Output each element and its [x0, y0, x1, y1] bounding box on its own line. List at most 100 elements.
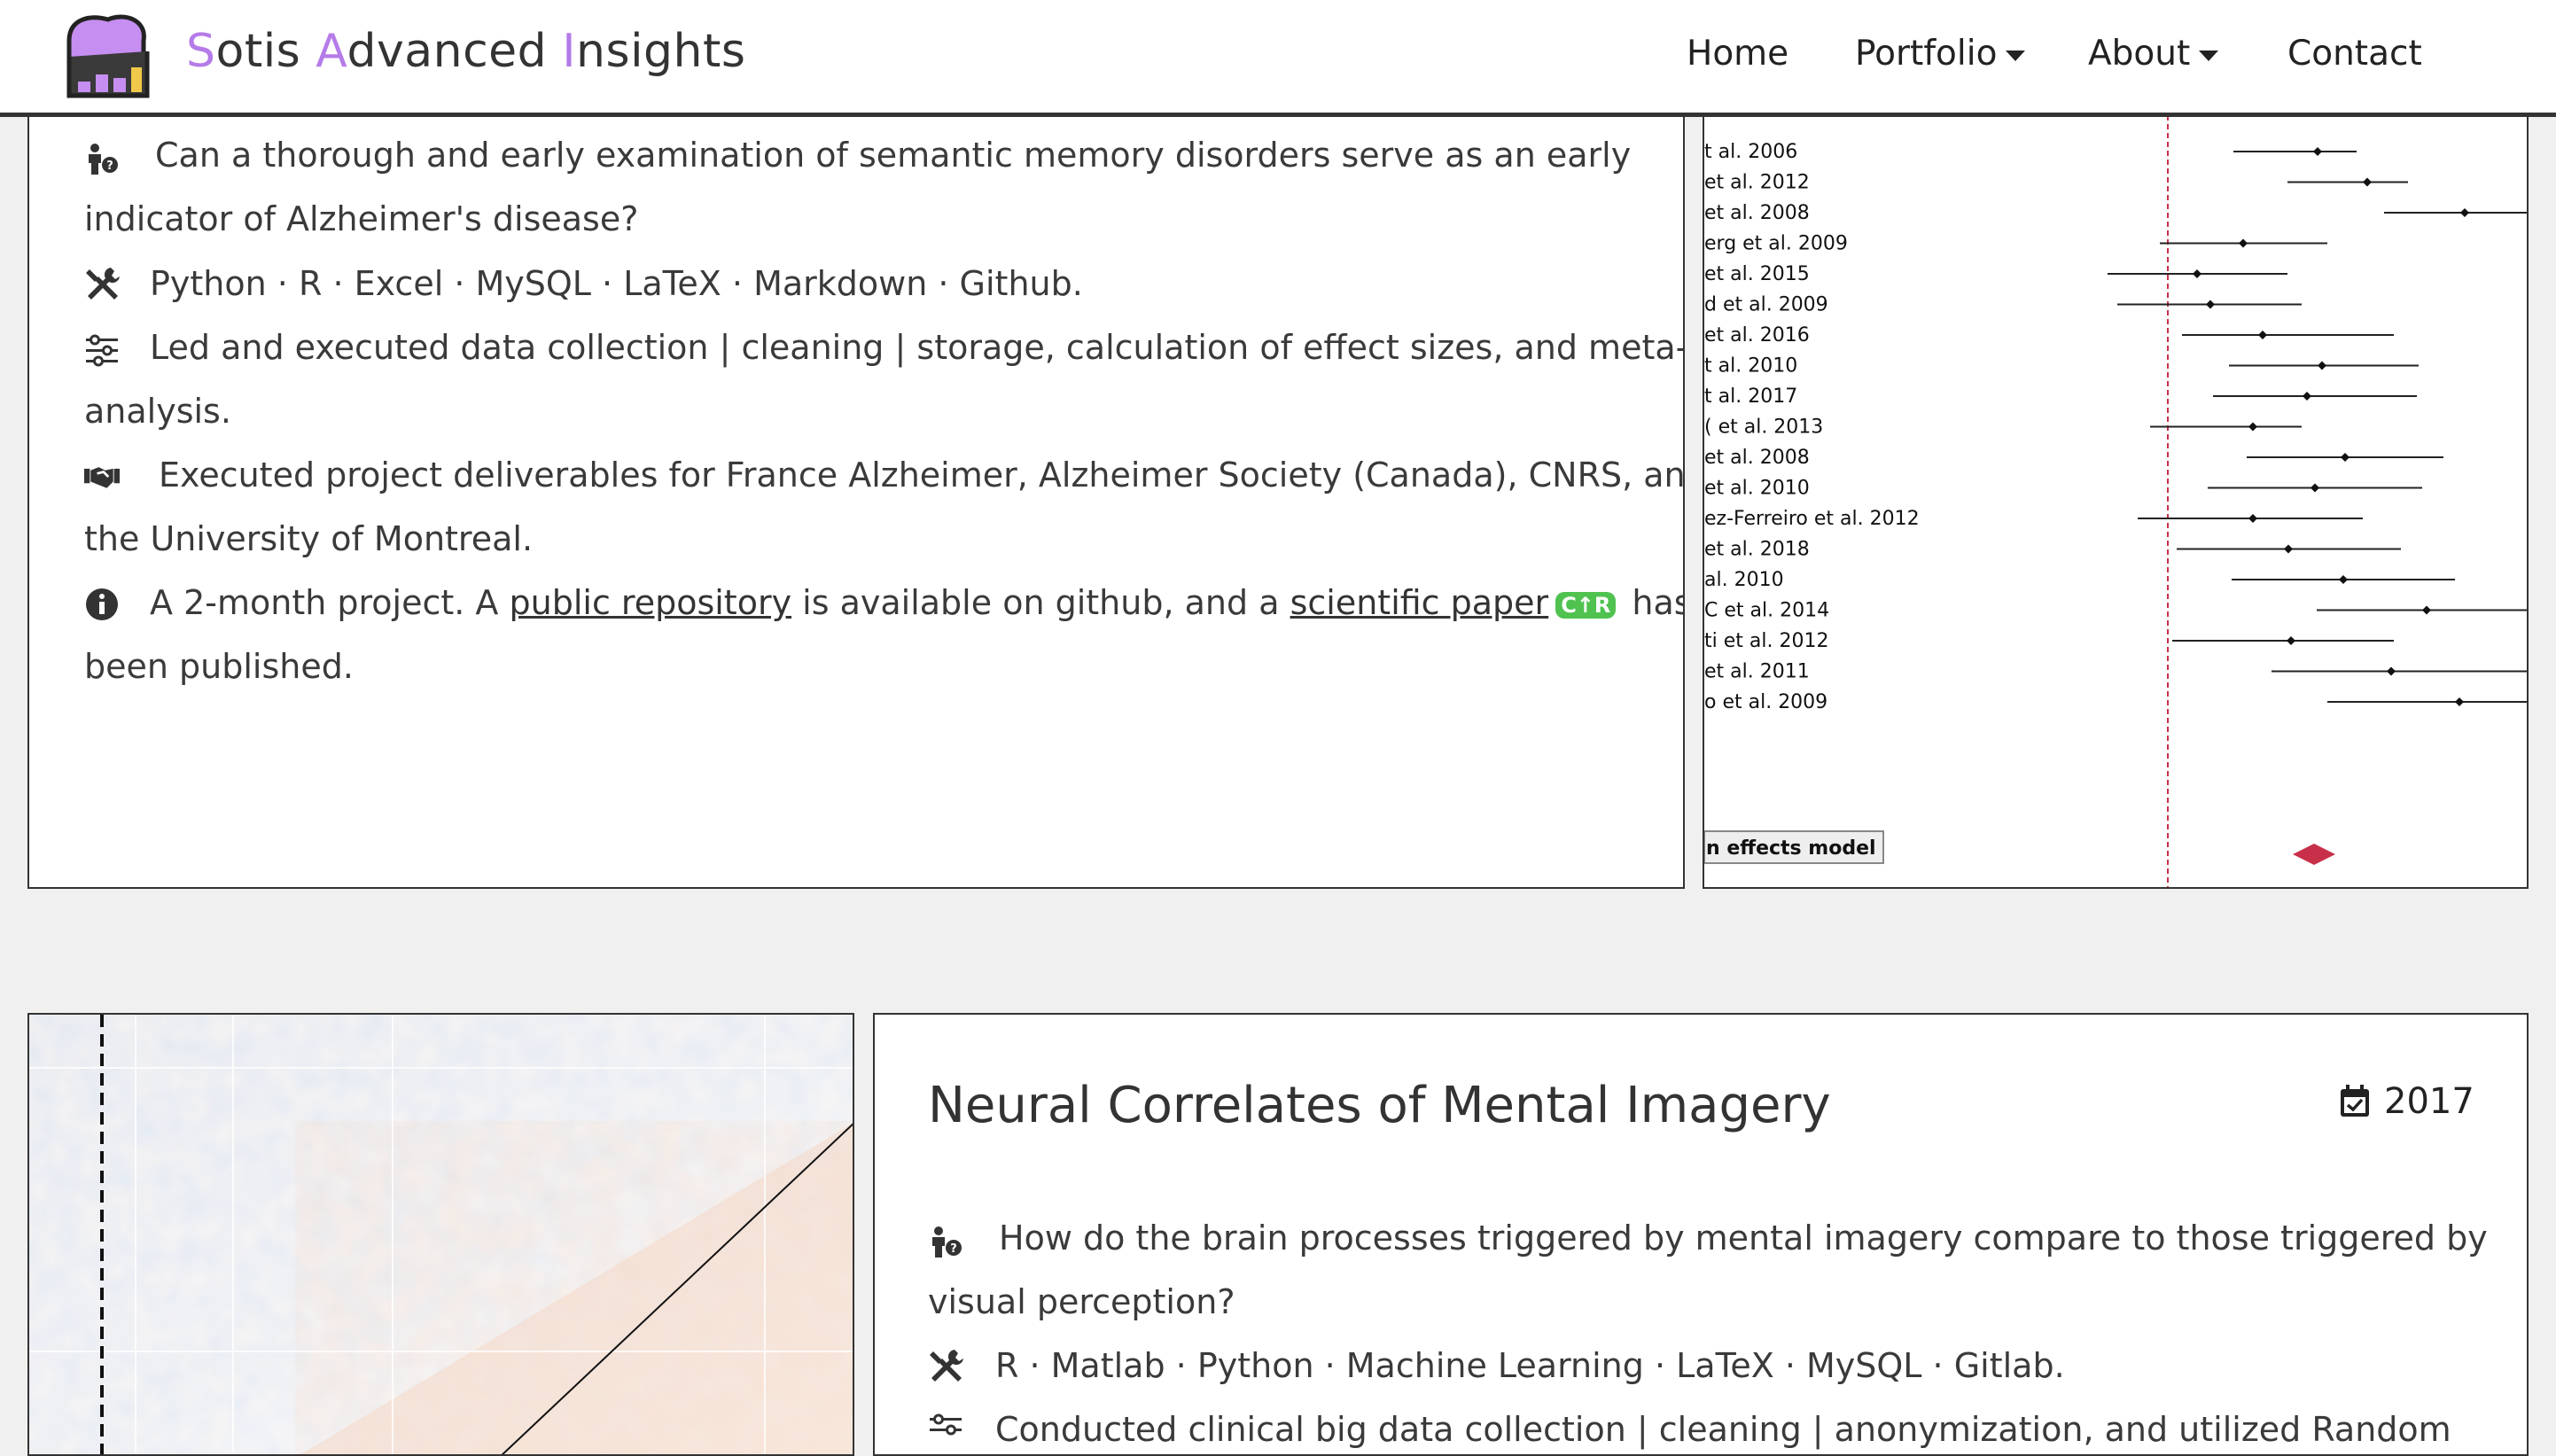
info-text-a: A 2-month project. A: [150, 583, 510, 622]
study-label: et al. 2015: [1704, 263, 1810, 285]
study-label: et al. 2018: [1704, 539, 1810, 561]
study-label: erg et al. 2009: [1704, 233, 1848, 255]
site-header: Sotis Advanced Insights Home Portfolio A…: [0, 0, 2556, 117]
question-text-line2: indicator of Alzheimer's disease?: [84, 199, 639, 238]
study-label: d et al. 2009: [1704, 294, 1828, 316]
study-label: et al. 2012: [1704, 172, 1810, 194]
tasks-text-line2: analysis.: [84, 392, 231, 431]
clients-text-line1: Executed project deliverables for France…: [159, 455, 1685, 494]
brand-letter-s: S: [186, 25, 216, 78]
effect-point: [2341, 453, 2349, 462]
nav-about-label: About: [2088, 34, 2191, 74]
brand-text-3: nsights: [576, 25, 746, 78]
info-text-b: is available on github, and a: [791, 583, 1290, 622]
study-label: ti et al. 2012: [1704, 630, 1828, 652]
effect-point: [2248, 422, 2257, 432]
sliders-icon: [86, 334, 118, 367]
diagonal-line: [501, 1123, 853, 1454]
forest-plot: t al. 2006 et al. 2012 et al. 2008 erg et a…: [1704, 106, 2527, 887]
brand-name[interactable]: Sotis Advanced Insights: [186, 25, 746, 78]
project-year: 2017: [2384, 1081, 2474, 1122]
study-label: o et al. 2009: [1704, 691, 1827, 713]
study-label: ez-Ferreiro et al. 2012: [1704, 508, 1920, 530]
forest-plot-figure: t al. 2006 et al. 2012 et al. 2008 erg et a…: [1703, 106, 2529, 889]
study-label: et al. 2011: [1704, 661, 1810, 683]
caret-down-icon: [2199, 50, 2219, 61]
project-card-alzheimer: ? Can a thorough and early examination o…: [27, 106, 1685, 889]
nav-portfolio[interactable]: Portfolio: [1855, 34, 2026, 74]
scientific-paper-link[interactable]: scientific paper: [1290, 583, 1549, 622]
effect-point: [2387, 666, 2396, 676]
study-label: t al. 2006: [1704, 141, 1797, 163]
svg-text:?: ?: [950, 1242, 957, 1256]
tools-icon: [86, 268, 120, 300]
summary-diamond: [2293, 844, 2335, 865]
effect-point: [2193, 269, 2201, 278]
project-title: Neural Correlates of Mental Imagery: [928, 1077, 1831, 1134]
sliders-icon: [930, 1413, 962, 1436]
effect-point: [2313, 147, 2322, 156]
brand-text-2: dvanced: [347, 25, 563, 78]
public-repository-link[interactable]: public repository: [509, 583, 792, 622]
study-label: t al. 2017: [1704, 385, 1797, 408]
logo-icon[interactable]: [62, 11, 154, 103]
nav-home[interactable]: Home: [1687, 34, 1788, 74]
effect-point: [2318, 361, 2326, 370]
info-text-c: has: [1632, 583, 1683, 622]
study-label: al. 2010: [1704, 569, 1784, 591]
correlation-matrix-figure: [27, 1013, 854, 1456]
study-label: et al. 2008: [1704, 447, 1810, 469]
info-icon: [86, 588, 118, 620]
effect-point: [2287, 636, 2295, 645]
nav-about[interactable]: About: [2088, 34, 2219, 74]
tools-text: Python · R · Excel · MySQL · LaTeX · Mar…: [150, 264, 1083, 303]
question-text-line1: Can a thorough and early examination of …: [155, 136, 1632, 175]
info-text-line1: A 2-month project. A public repository i…: [150, 583, 1683, 622]
brand-letter-i: I: [562, 25, 577, 78]
info-text-line2: been published.: [84, 647, 354, 686]
model-label: n effects model: [1706, 837, 1876, 860]
tools-text: R · Matlab · Python · Machine Learning ·…: [995, 1346, 2065, 1385]
caret-down-icon: [2006, 50, 2026, 61]
person-question-icon: ?: [932, 1226, 962, 1257]
effect-point: [2422, 605, 2431, 615]
effect-point: [2311, 483, 2319, 493]
nav-contact[interactable]: Contact: [2287, 34, 2422, 74]
study-label: et al. 2008: [1704, 202, 1810, 224]
effect-point: [2206, 300, 2215, 309]
study-label: et al. 2010: [1704, 478, 1810, 500]
question-text-line1: How do the brain processes triggered by …: [999, 1219, 2488, 1257]
effect-point: [2248, 514, 2257, 523]
effect-point: [2339, 575, 2348, 584]
svg-text:?: ?: [106, 160, 113, 173]
brand-letter-a: A: [316, 25, 347, 78]
calendar-icon: [2341, 1085, 2369, 1117]
tasks-text-line1: Conducted clinical big data collection |…: [995, 1410, 2451, 1449]
effect-point: [2363, 177, 2372, 187]
handshake-icon: [84, 467, 120, 488]
cr-badge-icon: C↑R: [1555, 591, 1617, 619]
study-label: t al. 2010: [1704, 355, 1797, 378]
project-card-mental-imagery: Neural Correlates of Mental Imagery 2017…: [873, 1013, 2529, 1456]
question-text-line2: visual perception?: [928, 1282, 1235, 1321]
study-label: C et al. 2014: [1704, 600, 1829, 622]
tools-icon: [930, 1350, 963, 1382]
effect-point: [2460, 208, 2469, 217]
nav-contact-label: Contact: [2287, 34, 2422, 74]
brand-text-1: otis: [215, 25, 316, 78]
forest-rows: t al. 2006 et al. 2012 et al. 2008 erg et a…: [1704, 141, 2527, 713]
nav-portfolio-label: Portfolio: [1855, 34, 1998, 74]
correlation-matrix: [29, 1015, 853, 1454]
effect-point: [2284, 544, 2293, 554]
effect-point: [2303, 392, 2311, 401]
effect-point: [2455, 697, 2464, 706]
model-label-box: [1704, 830, 1884, 864]
nav-home-label: Home: [1687, 34, 1789, 74]
study-label: et al. 2016: [1704, 324, 1810, 346]
study-label: ( et al. 2013: [1704, 417, 1823, 439]
effect-point: [2258, 331, 2267, 339]
clients-text-line2: the University of Montreal.: [84, 519, 534, 558]
effect-point: [2239, 238, 2248, 248]
person-question-icon: ?: [89, 144, 118, 175]
tasks-text-line1: Led and executed data collection | clean…: [150, 328, 1685, 367]
